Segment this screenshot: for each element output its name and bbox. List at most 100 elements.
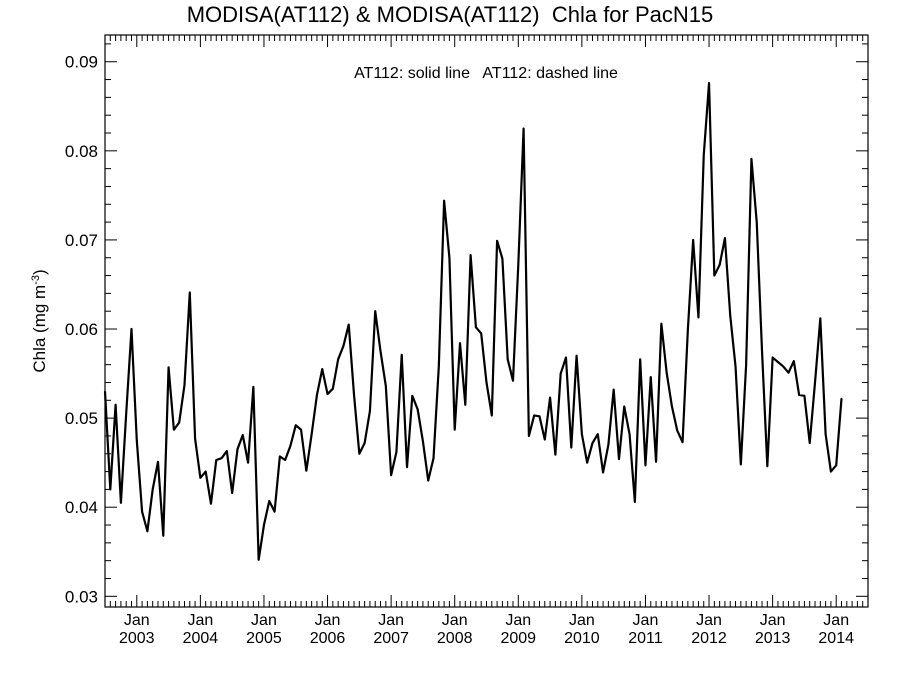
data-point xyxy=(162,534,165,537)
data-point xyxy=(665,371,668,374)
data-point xyxy=(199,477,202,479)
legend-annotation: AT112: solid line AT112: dashed line xyxy=(354,65,618,82)
data-point xyxy=(793,360,795,362)
x-tick-label-year: 2006 xyxy=(310,630,346,647)
data-point xyxy=(268,500,271,502)
y-tick-label: 0.07 xyxy=(65,231,98,250)
data-point xyxy=(279,455,281,458)
data-point xyxy=(231,492,233,494)
data-point xyxy=(554,453,557,456)
data-point xyxy=(798,394,800,396)
x-tick-label-year: 2005 xyxy=(246,630,282,647)
data-point xyxy=(734,365,737,368)
y-tick-label: 0.05 xyxy=(65,409,98,428)
data-point xyxy=(517,264,520,266)
data-point xyxy=(236,448,239,451)
data-point xyxy=(533,414,535,417)
data-point xyxy=(146,530,149,533)
data-point xyxy=(257,558,260,561)
data-point xyxy=(385,385,387,387)
data-point xyxy=(729,314,732,317)
y-axis-label-close: ) xyxy=(30,269,49,275)
data-point xyxy=(332,387,334,390)
x-tick-label-year: 2013 xyxy=(755,630,791,647)
data-point xyxy=(178,421,180,424)
x-tick-label-month: Jan xyxy=(823,612,849,629)
data-point xyxy=(130,328,133,330)
data-point xyxy=(596,433,599,435)
data-point xyxy=(342,345,345,347)
data-point xyxy=(676,429,679,432)
data-point xyxy=(194,437,196,440)
data-point xyxy=(681,441,684,443)
x-tick-label-year: 2010 xyxy=(564,630,600,647)
data-point xyxy=(173,428,175,431)
data-point xyxy=(120,501,122,504)
x-tick-label-month: Jan xyxy=(760,612,786,629)
data-point xyxy=(273,510,276,513)
data-point xyxy=(310,433,313,435)
data-point xyxy=(305,469,308,472)
data-point xyxy=(522,127,525,130)
data-point xyxy=(400,354,403,356)
data-point xyxy=(512,379,514,382)
data-point xyxy=(453,428,456,431)
x-tick-label-month: Jan xyxy=(505,612,531,629)
data-point xyxy=(708,82,710,84)
data-point xyxy=(591,442,594,444)
data-point xyxy=(830,470,832,473)
data-point xyxy=(819,317,822,320)
data-point xyxy=(655,460,657,463)
x-tick-label-year: 2004 xyxy=(183,630,219,647)
x-tick-label-month: Jan xyxy=(442,612,468,629)
data-point xyxy=(623,405,626,408)
x-tick-label-year: 2014 xyxy=(818,630,854,647)
series-line-solid xyxy=(103,82,843,561)
data-point xyxy=(644,464,647,467)
data-point xyxy=(300,428,302,431)
data-point xyxy=(448,256,451,259)
data-point xyxy=(109,488,112,491)
data-point xyxy=(607,444,610,446)
series-layer xyxy=(103,82,843,561)
x-tick-label-month: Jan xyxy=(315,612,341,629)
data-point xyxy=(226,450,228,452)
data-point xyxy=(602,471,604,474)
data-point xyxy=(702,154,705,157)
data-point xyxy=(528,435,530,437)
x-tick-label-month: Jan xyxy=(633,612,659,629)
data-point xyxy=(543,438,546,441)
data-point xyxy=(485,381,488,384)
data-point xyxy=(618,458,620,460)
data-point xyxy=(422,440,424,443)
chart-title: MODISA(AT112) & MODISA(AT112) Chla for P… xyxy=(186,2,714,27)
data-point xyxy=(718,264,721,266)
data-point xyxy=(395,451,398,453)
data-point xyxy=(427,479,430,482)
data-point xyxy=(353,394,355,396)
data-point xyxy=(724,237,726,239)
x-tick-label-year: 2008 xyxy=(437,630,473,647)
data-point xyxy=(215,459,218,461)
data-point xyxy=(464,403,467,406)
data-point xyxy=(506,358,509,361)
data-point xyxy=(835,464,838,467)
data-point xyxy=(241,434,244,436)
x-tick-label-month: Jan xyxy=(696,612,722,629)
data-point xyxy=(252,386,255,388)
data-point xyxy=(347,323,350,326)
data-point xyxy=(379,350,382,353)
data-point xyxy=(581,433,583,435)
data-point xyxy=(697,316,700,319)
data-point xyxy=(660,322,663,325)
x-tick-label-year: 2007 xyxy=(373,630,409,647)
data-point xyxy=(671,405,673,408)
data-point xyxy=(766,465,769,468)
x-tick-label-year: 2011 xyxy=(628,630,663,647)
data-point xyxy=(639,358,641,361)
x-tick-label-year: 2003 xyxy=(119,630,155,647)
data-point xyxy=(326,393,329,395)
data-point xyxy=(469,254,472,256)
data-point xyxy=(220,457,223,460)
